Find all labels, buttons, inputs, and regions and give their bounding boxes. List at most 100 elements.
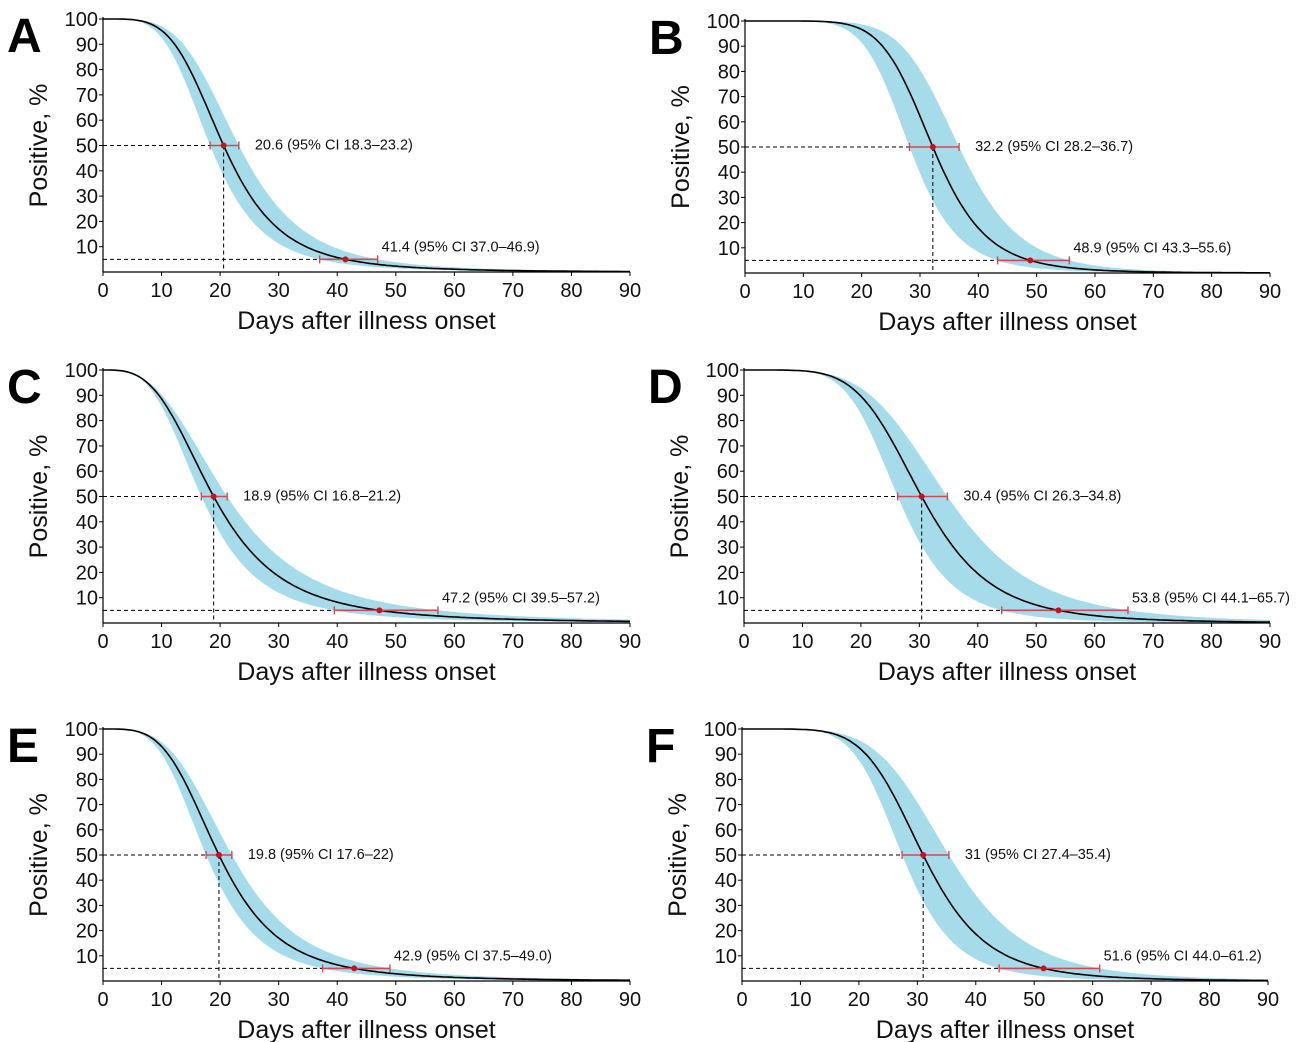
fitted-curve [103, 728, 630, 982]
x-tick-label: 0 [97, 631, 108, 653]
p95-annotation: 51.6 (95% CI 44.0–61.2) [1104, 948, 1262, 964]
panel-a: 10 20 30 40 50 60 70 80 90 100 0 10 20 30 40 50 60 70 80 90… [7, 9, 641, 335]
p95-marker [376, 607, 383, 614]
median-annotation: 20.6 (95% CI 18.3–23.2) [255, 138, 413, 154]
x-tick-label: 50 [385, 631, 407, 653]
x-axis-label: Days after illness onset [237, 1016, 496, 1042]
y-tick-label: 80 [76, 411, 98, 433]
p95-annotation: 42.9 (95% CI 37.5–49.0) [394, 948, 552, 964]
x-tick-label: 80 [1200, 631, 1222, 653]
y-tick-label: 90 [76, 34, 98, 56]
y-tick-label: 50 [76, 487, 98, 509]
y-tick-label: 70 [715, 795, 737, 817]
x-tick-label: 90 [1259, 281, 1281, 303]
y-tick-label: 10 [76, 588, 98, 610]
panel-letter: F [646, 720, 675, 773]
y-tick-label: 50 [76, 136, 98, 158]
y-tick-label: 100 [707, 11, 740, 33]
y-tick-label: 40 [715, 870, 737, 892]
x-tick-label: 0 [736, 989, 747, 1011]
x-axis-label: Days after illness onset [878, 658, 1137, 686]
x-tick-label: 30 [906, 989, 928, 1011]
x-tick-label: 90 [619, 989, 641, 1011]
y-tick-label: 20 [76, 921, 98, 943]
y-tick-label: 90 [717, 385, 739, 407]
y-tick-label: 60 [76, 110, 98, 132]
y-tick-label: 40 [76, 870, 98, 892]
x-tick-label: 70 [1140, 989, 1162, 1011]
y-tick-label: 30 [76, 537, 98, 559]
panel-c: 10 20 30 40 50 60 70 80 90 100 0 10 20 30 40 50 60 70 80 90… [7, 360, 641, 686]
fitted-curve [103, 18, 630, 273]
y-tick-label: 100 [65, 360, 98, 382]
y-axis-label: Positive, % [25, 793, 53, 917]
panel-letter: C [7, 361, 42, 414]
panel-letter: B [649, 12, 684, 65]
x-tick-label: 40 [326, 280, 348, 302]
x-tick-label: 20 [851, 281, 873, 303]
x-tick-label: 50 [1023, 989, 1045, 1011]
y-tick-label: 70 [717, 436, 739, 458]
x-tick-label: 40 [967, 281, 989, 303]
panel-b: 10 20 30 40 50 60 70 80 90 100 0 10 20 30 40 50 60 70 80 90… [649, 11, 1281, 336]
x-tick-label: 10 [150, 280, 172, 302]
y-tick-label: 60 [76, 820, 98, 842]
x-tick-label: 10 [791, 631, 813, 653]
x-tick-label: 80 [560, 631, 582, 653]
y-tick-label: 60 [718, 112, 740, 134]
x-tick-label: 60 [443, 280, 465, 302]
x-tick-label: 10 [789, 989, 811, 1011]
x-tick-label: 50 [385, 989, 407, 1011]
p95-annotation: 47.2 (95% CI 39.5–57.2) [442, 590, 600, 606]
y-tick-label: 60 [76, 461, 98, 483]
median-annotation: 19.8 (95% CI 17.6–22) [248, 847, 394, 863]
median-marker [918, 493, 925, 500]
median-marker [920, 852, 927, 858]
median-marker [929, 144, 936, 150]
confidence-band [744, 370, 1270, 623]
y-tick-label: 20 [76, 211, 98, 233]
fitted-curve [744, 369, 1271, 623]
x-axis-label: Days after illness onset [237, 307, 496, 335]
confidence-band [742, 729, 1268, 981]
x-tick-label: 30 [268, 989, 290, 1011]
y-tick-label: 30 [76, 186, 98, 208]
x-tick-label: 0 [97, 280, 108, 302]
x-tick-label: 20 [209, 280, 231, 302]
x-tick-label: 60 [443, 989, 465, 1011]
x-tick-label: 70 [502, 280, 524, 302]
y-axis-label: Positive, % [664, 793, 692, 917]
panel-d: 10 20 30 40 50 60 70 80 90 100 0 10 20 30 40 50 60 70 80 90… [648, 360, 1290, 686]
p95-annotation: 53.8 (95% CI 44.1–65.7) [1132, 590, 1290, 606]
y-axis-label: Positive, % [667, 85, 695, 209]
x-tick-label: 90 [1257, 989, 1279, 1011]
x-tick-label: 10 [792, 281, 814, 303]
median-marker [220, 142, 227, 149]
y-tick-label: 90 [718, 36, 740, 58]
y-tick-label: 20 [715, 921, 737, 943]
y-tick-label: 40 [718, 162, 740, 184]
x-tick-label: 40 [326, 631, 348, 653]
y-tick-label: 10 [717, 588, 739, 610]
p95-annotation: 48.9 (95% CI 43.3–55.6) [1073, 240, 1231, 256]
x-tick-label: 0 [97, 989, 108, 1011]
y-tick-label: 80 [718, 61, 740, 83]
x-tick-label: 30 [268, 280, 290, 302]
x-axis-label: Days after illness onset [878, 308, 1137, 336]
y-tick-label: 20 [718, 213, 740, 235]
p95-annotation: 41.4 (95% CI 37.0–46.9) [382, 239, 540, 255]
x-tick-label: 20 [209, 989, 231, 1011]
y-tick-label: 70 [76, 436, 98, 458]
x-tick-label: 50 [1026, 281, 1048, 303]
y-tick-label: 90 [715, 744, 737, 766]
x-tick-label: 20 [209, 631, 231, 653]
y-tick-label: 10 [715, 946, 737, 968]
x-tick-label: 40 [326, 989, 348, 1011]
y-tick-label: 70 [718, 87, 740, 109]
y-tick-label: 80 [715, 769, 737, 791]
p95-marker [342, 256, 349, 263]
panel-letter: E [7, 720, 39, 773]
panel-letter: D [648, 361, 683, 414]
x-tick-label: 30 [909, 281, 931, 303]
